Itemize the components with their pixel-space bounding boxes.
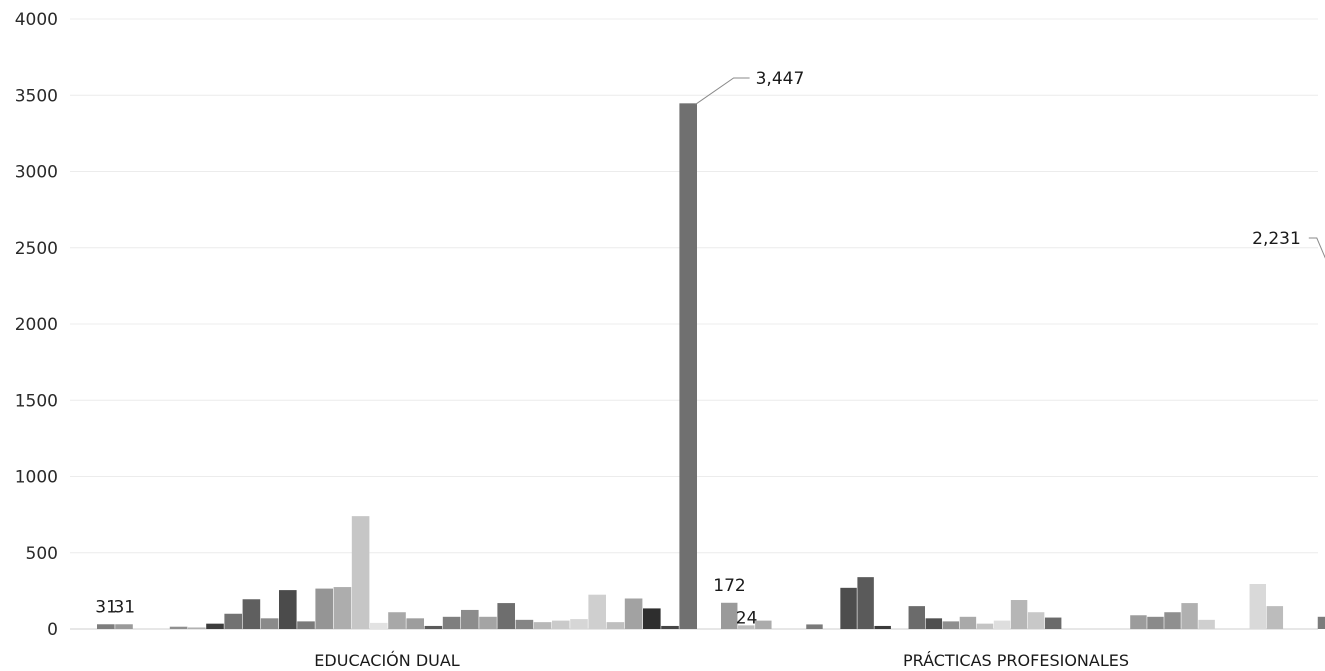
bar — [993, 620, 1011, 629]
leader-line — [695, 77, 750, 105]
bar — [515, 619, 534, 629]
bar — [1044, 617, 1062, 629]
y-tick-label: 2500 — [15, 239, 58, 259]
y-tick-label: 1000 — [15, 468, 58, 488]
bar — [942, 621, 960, 630]
bar — [315, 588, 333, 629]
bar — [370, 622, 388, 629]
bar — [840, 587, 857, 629]
bar — [533, 622, 552, 629]
bar — [97, 624, 115, 629]
y-tick-label: 3500 — [15, 86, 58, 106]
data-label: 3,447 — [756, 69, 805, 89]
bar — [1147, 616, 1164, 629]
bar — [1130, 615, 1147, 629]
leader-line — [1308, 237, 1325, 259]
bar — [206, 623, 224, 629]
bar — [925, 618, 943, 629]
data-label: 2,231 — [1252, 229, 1301, 249]
bar — [806, 624, 823, 629]
bar — [552, 620, 570, 629]
y-axis-ticks: 0 500 1000 1500 2000 2500 3000 3500 4000 — [15, 10, 58, 640]
data-label: 31 — [95, 597, 117, 617]
bar — [406, 618, 424, 629]
bar — [908, 606, 925, 630]
bar — [188, 627, 206, 629]
bar — [874, 625, 891, 629]
bar — [351, 516, 370, 629]
bar — [479, 616, 497, 629]
bar — [661, 625, 679, 629]
data-label: 24 — [736, 608, 758, 628]
bar — [1198, 619, 1215, 629]
category-label: EDUCACIÓN DUAL — [314, 651, 459, 670]
bar — [1249, 584, 1266, 629]
bar — [1181, 603, 1198, 629]
data-label: 172 — [713, 576, 745, 596]
bar — [333, 587, 352, 629]
bar — [738, 625, 755, 629]
y-tick-label: 1500 — [15, 391, 58, 411]
bar — [461, 609, 479, 629]
bar — [224, 613, 242, 629]
bar — [388, 612, 406, 629]
bar — [624, 598, 643, 629]
bar — [115, 624, 133, 629]
bar — [424, 625, 443, 629]
bar — [442, 616, 461, 629]
bar — [721, 602, 738, 629]
bar — [1164, 612, 1181, 629]
category-labels: EDUCACIÓN DUAL PRÁCTICAS PROFESIONALES — [314, 651, 1129, 670]
bar — [755, 620, 772, 629]
bar — [1317, 616, 1325, 629]
bar — [497, 603, 515, 629]
bar — [588, 594, 606, 629]
bar — [570, 619, 588, 629]
y-tick-label: 500 — [26, 544, 58, 564]
bar — [857, 577, 874, 629]
bar — [242, 599, 261, 629]
bar — [1010, 600, 1028, 629]
bar — [643, 608, 661, 629]
data-label: 31 — [113, 597, 135, 617]
bars — [97, 103, 1325, 630]
bar — [959, 616, 977, 629]
bar — [606, 622, 625, 629]
bar — [260, 618, 279, 629]
bar — [297, 621, 315, 630]
y-tick-label: 4000 — [15, 10, 58, 30]
bar — [169, 626, 188, 629]
bar — [1266, 606, 1284, 630]
bar — [679, 103, 697, 629]
bar — [976, 623, 994, 629]
y-tick-label: 2000 — [15, 315, 58, 335]
y-tick-label: 0 — [47, 620, 58, 640]
y-tick-label: 3000 — [15, 163, 58, 183]
bar — [1027, 612, 1045, 629]
bar — [279, 590, 297, 629]
category-label: PRÁCTICAS PROFESIONALES — [903, 651, 1129, 670]
